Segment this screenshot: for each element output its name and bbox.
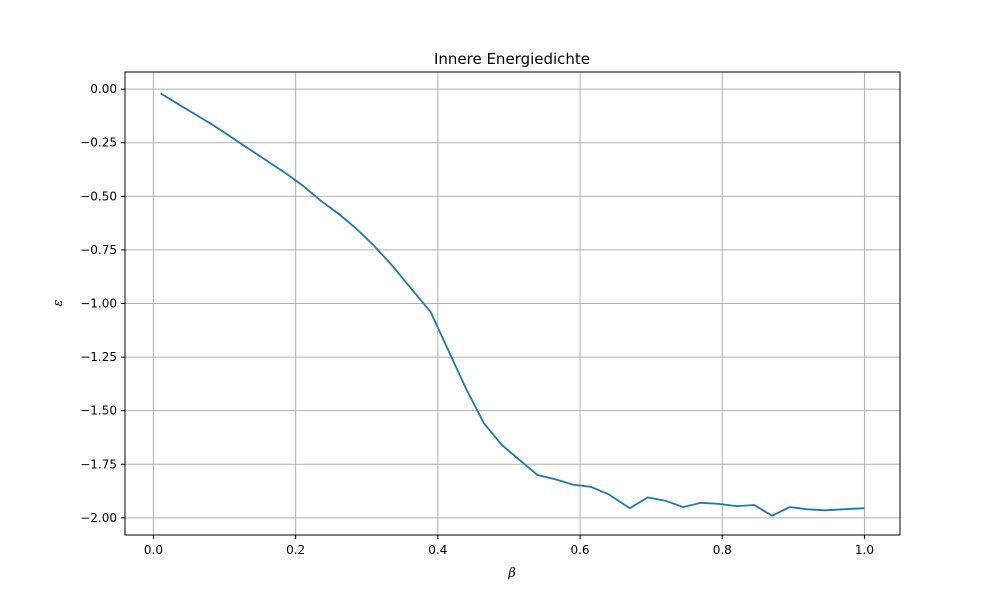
y-tick-label: −2.00 bbox=[80, 511, 117, 525]
series-line bbox=[160, 92, 865, 517]
y-tick-label: −1.00 bbox=[80, 297, 117, 311]
x-axis: 0.0 0.2 0.4 0.6 0.8 1.0 bbox=[144, 535, 874, 557]
x-tick-label: 0.8 bbox=[713, 543, 732, 557]
x-tick-label: 0.2 bbox=[286, 543, 305, 557]
y-axis: 0.00 −0.25 −0.50 −0.75 −1.00 −1.25 −1.50 −1.75 −… bbox=[80, 82, 125, 525]
x-axis-label: β bbox=[507, 566, 516, 581]
y-tick-label: 0.00 bbox=[90, 82, 117, 96]
y-tick-label: −1.75 bbox=[80, 457, 117, 471]
y-tick-label: −1.25 bbox=[80, 350, 117, 364]
y-tick-label: −1.50 bbox=[80, 404, 117, 418]
x-tick-label: 0.0 bbox=[144, 543, 163, 557]
y-tick-label: −0.25 bbox=[80, 136, 117, 150]
chart-title: Innere Energiedichte bbox=[434, 50, 590, 68]
grid bbox=[125, 72, 900, 535]
x-tick-label: 1.0 bbox=[855, 543, 874, 557]
x-tick-label: 0.4 bbox=[428, 543, 447, 557]
x-tick-label: 0.6 bbox=[570, 543, 589, 557]
y-tick-label: −0.50 bbox=[80, 189, 117, 203]
y-tick-label: −0.75 bbox=[80, 243, 117, 257]
y-axis-label: ε bbox=[51, 299, 66, 306]
